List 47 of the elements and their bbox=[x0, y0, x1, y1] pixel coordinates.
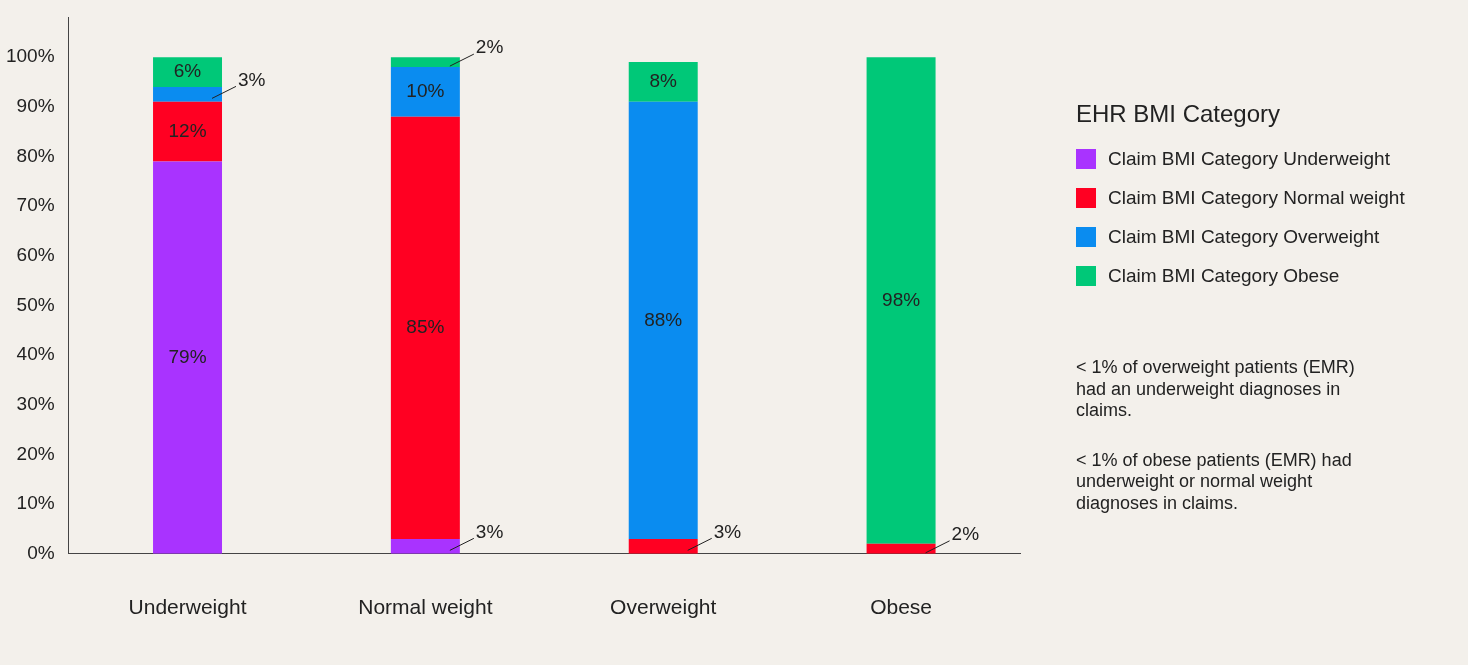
data-label: 8% bbox=[649, 70, 678, 92]
bar bbox=[628, 101, 698, 539]
data-label: 3% bbox=[475, 520, 504, 542]
y-tick-label: 10% bbox=[16, 492, 55, 514]
y-tick-label: 50% bbox=[16, 293, 55, 315]
y-tick-label: 60% bbox=[16, 244, 55, 266]
data-label: 79% bbox=[168, 345, 207, 367]
bar bbox=[153, 57, 223, 87]
data-label: 85% bbox=[406, 316, 445, 338]
bar bbox=[628, 62, 698, 102]
legend-label: Claim BMI Category Overweight bbox=[1108, 226, 1380, 248]
y-tick-label: 40% bbox=[16, 343, 55, 365]
bar bbox=[390, 116, 460, 539]
x-tick-label: Overweight bbox=[610, 595, 717, 619]
bar bbox=[390, 67, 460, 117]
data-label: 88% bbox=[644, 308, 683, 330]
data-label: 2% bbox=[951, 523, 980, 545]
y-tick-label: 20% bbox=[16, 442, 55, 464]
y-tick-label: 0% bbox=[27, 542, 55, 564]
bar bbox=[390, 57, 460, 68]
data-label: 3% bbox=[238, 68, 266, 90]
y-tick-label: 90% bbox=[16, 95, 55, 117]
bar bbox=[153, 86, 223, 102]
legend-label: Claim BMI Category Normal weight bbox=[1108, 187, 1405, 209]
legend-label: Claim BMI Category Obese bbox=[1108, 265, 1340, 287]
legend-label: Claim BMI Category Underweight bbox=[1108, 148, 1390, 170]
text: < 1% of overweight patients (EMR) had an underweight diagnoses in claims. bbox=[1076, 357, 1356, 422]
data-label: 12% bbox=[168, 119, 207, 141]
y-tick-label: 30% bbox=[16, 393, 55, 415]
bar bbox=[153, 161, 223, 554]
data-label: 98% bbox=[882, 288, 921, 310]
y-tick-label: 100% bbox=[5, 45, 55, 67]
data-label: 3% bbox=[713, 520, 742, 542]
legend-title: EHR BMI Category bbox=[1076, 100, 1282, 128]
data-label: 2% bbox=[475, 36, 504, 58]
bar bbox=[628, 538, 698, 554]
data-label: 6% bbox=[173, 60, 202, 82]
bar bbox=[390, 538, 460, 554]
bar bbox=[866, 57, 936, 544]
x-tick-label: Underweight bbox=[128, 595, 247, 619]
x-tick-label: Normal weight bbox=[358, 595, 493, 619]
y-tick-label: 70% bbox=[16, 194, 55, 216]
y-tick-label: 80% bbox=[16, 144, 55, 166]
data-label: 10% bbox=[406, 80, 445, 102]
bar bbox=[153, 101, 223, 162]
x-tick-label: Obese bbox=[870, 595, 933, 619]
text: < 1% of obese patients (EMR) had underweight or normal weight diagnoses in claims. bbox=[1076, 449, 1353, 515]
